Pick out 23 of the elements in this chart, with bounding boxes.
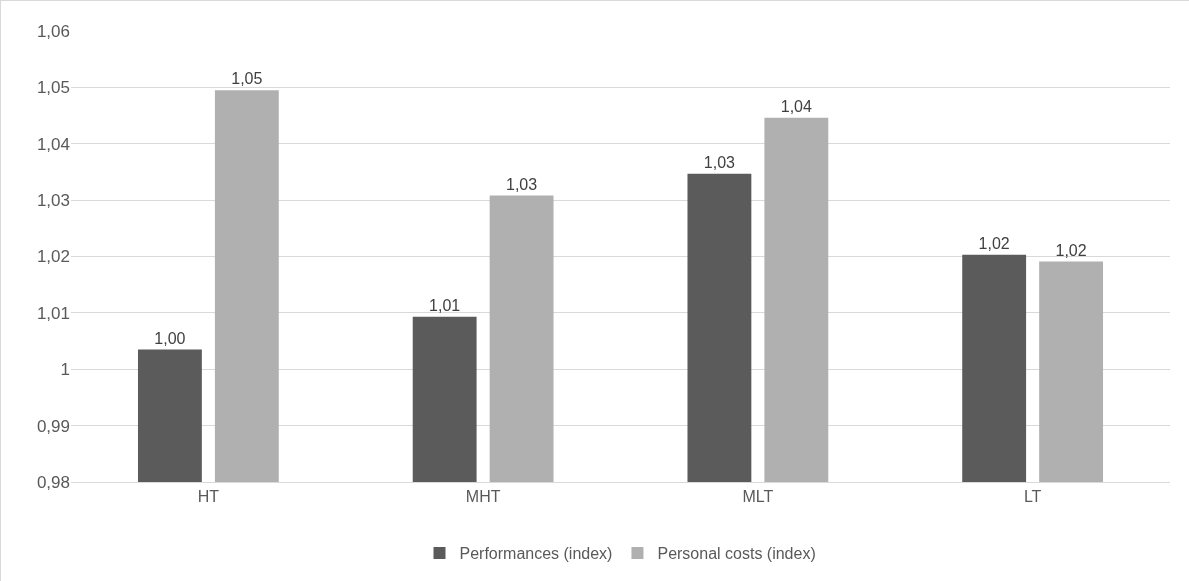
y-tick-label: 1,06 <box>36 21 70 41</box>
y-tick-label: 1,03 <box>36 191 70 211</box>
y-tick-label: 1,04 <box>36 134 70 154</box>
data-label: 1,03 <box>703 153 736 171</box>
y-tick-label: 1,02 <box>36 247 70 267</box>
y-tick-label: 0,99 <box>36 416 70 436</box>
y-tick-label: 1,01 <box>36 303 70 323</box>
data-label: 1,00 <box>154 329 186 347</box>
x-tick-label: LT <box>1023 488 1042 506</box>
legend-label: Performances (index) <box>459 545 613 563</box>
data-label: 1,01 <box>429 296 461 314</box>
y-tick-label: 1 <box>60 360 70 380</box>
x-tick-label: MLT <box>742 488 774 506</box>
data-label: 1,02 <box>1055 241 1087 259</box>
y-tick-label: 0,98 <box>36 472 70 492</box>
data-label: 1,03 <box>505 175 538 193</box>
data-label: 1,04 <box>780 97 812 115</box>
data-label: 1,05 <box>231 70 263 88</box>
legend-label: Personal costs (index) <box>657 545 816 563</box>
y-tick-label: 1,05 <box>36 78 70 98</box>
x-tick-label: MHT <box>465 488 501 506</box>
x-tick-label: HT <box>197 488 220 506</box>
data-label: 1,02 <box>978 234 1010 252</box>
